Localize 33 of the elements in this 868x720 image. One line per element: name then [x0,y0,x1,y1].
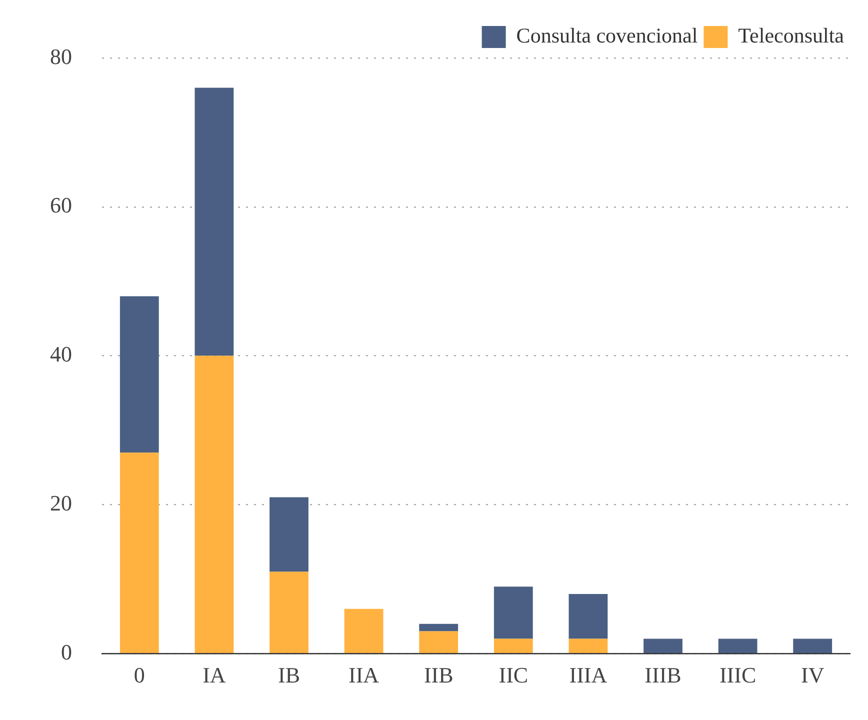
x-tick-label: IB [278,662,300,688]
x-tick-label: IIIA [569,662,608,688]
bar [568,638,608,653]
bar [568,594,608,639]
x-tick-label: IIB [424,662,454,688]
y-tick-label: 40 [50,342,72,367]
x-tick-label: IIIB [644,662,682,688]
bar [718,638,758,653]
x-tick-label: 0 [134,662,145,688]
x-tick-label: IIA [348,662,380,688]
bar [419,624,458,632]
bar [120,296,159,453]
bar [793,638,832,653]
x-tick-label: IIC [498,662,528,688]
y-tick-label: 60 [50,192,72,218]
legend-label: Teleconsulta [738,24,845,48]
bar [644,638,682,653]
x-tick-label: IA [202,662,226,688]
x-tick-label: IV [800,662,824,688]
y-tick-label: 20 [50,490,72,516]
bar [120,452,159,653]
bar [344,608,384,653]
y-tick-label: 80 [50,44,72,69]
bar [194,356,234,653]
bar [494,586,533,639]
x-tick-label: IIIC [719,662,756,688]
bar [270,497,308,572]
bar [419,631,458,653]
bar [270,572,308,653]
bar [494,638,533,653]
y-tick-label: 0 [61,639,72,664]
legend-label: Consulta covencional [516,24,698,48]
bar [194,88,234,356]
